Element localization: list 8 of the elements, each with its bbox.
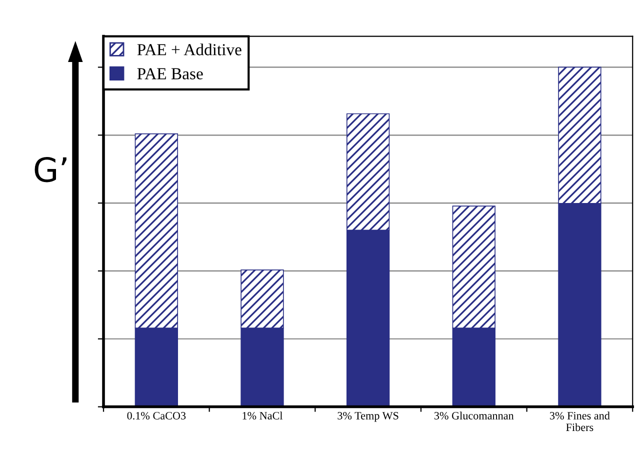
x-tick-label: 3% Temp WS bbox=[338, 412, 398, 422]
y-axis-title: G’ bbox=[34, 156, 66, 182]
legend-label: PAE + Additive bbox=[137, 44, 242, 56]
x-tick-label: 0.1% CaCO3 bbox=[127, 412, 186, 420]
x-tick-label: 1% NaCl bbox=[242, 412, 283, 420]
legend-label: PAE Base bbox=[137, 68, 203, 80]
x-tick-label: 3% Fines and Fibers bbox=[550, 412, 610, 432]
x-tick-label: 3% Glucomannan bbox=[434, 412, 514, 420]
